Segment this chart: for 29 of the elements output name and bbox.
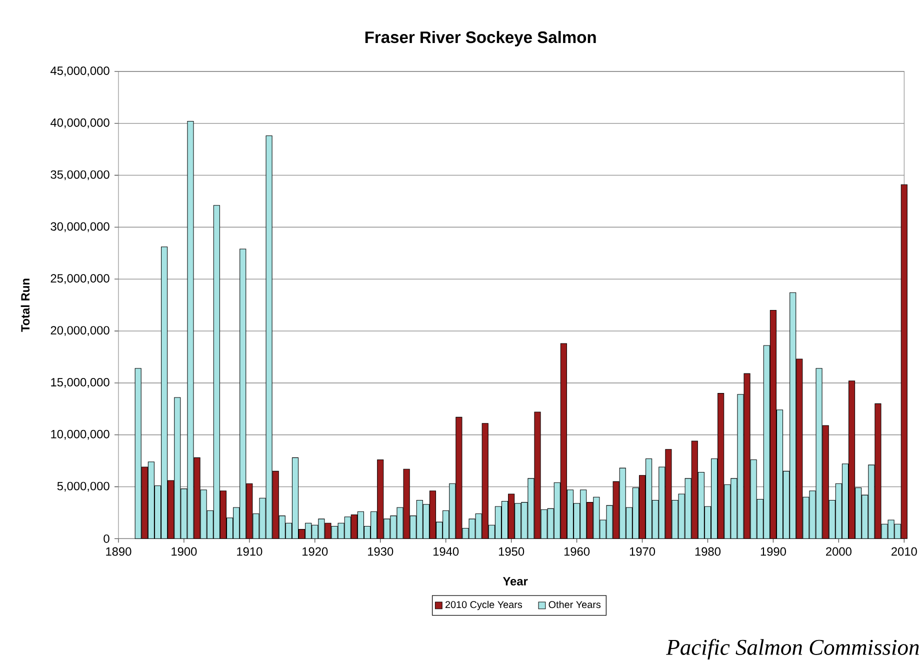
text: Pacific Salmon Commission xyxy=(666,639,919,660)
x-axis-title: Year xyxy=(502,577,528,586)
x-tick-label: 1930 xyxy=(368,547,394,556)
x-tick-label: 2010 xyxy=(892,547,917,556)
x-tick-label: 1950 xyxy=(498,547,524,556)
y-tick-label: 30,000,000 xyxy=(50,222,110,232)
x-tick-label: 1960 xyxy=(564,547,590,556)
x-tick-label: 2000 xyxy=(826,547,852,556)
y-tick-label: 45,000,000 xyxy=(50,66,110,76)
y-tick-label: 10,000,000 xyxy=(51,430,110,440)
x-tick-label: 1980 xyxy=(695,547,721,556)
y-tick-label: 15,000,000 xyxy=(51,378,110,388)
x-tick-label: 1940 xyxy=(434,547,459,556)
x-tick-label: 1900 xyxy=(172,547,197,556)
x-tick-label: 1910 xyxy=(237,547,262,556)
x-tick-label: 1970 xyxy=(630,547,656,556)
y-tick-label: 5,000,000 xyxy=(57,482,110,492)
y-tick-label: 25,000,000 xyxy=(50,274,110,284)
y-tick-label: 0 xyxy=(104,534,110,544)
legend-label: Other Years xyxy=(548,600,601,608)
x-tick-label: 1920 xyxy=(302,547,328,556)
legend-label: 2010 Cycle Years xyxy=(446,600,522,610)
y-tick-label: 35,000,000 xyxy=(50,170,110,180)
x-tick-label: 1990 xyxy=(760,547,786,556)
x-tick-label: 1890 xyxy=(106,547,132,556)
y-tick-label: 20,000,000 xyxy=(50,326,110,336)
y-axis-title: Total Run xyxy=(20,278,30,332)
chart-title: Fraser River Sockeye Salmon xyxy=(365,31,596,47)
y-tick-label: 40,000,000 xyxy=(50,118,110,128)
